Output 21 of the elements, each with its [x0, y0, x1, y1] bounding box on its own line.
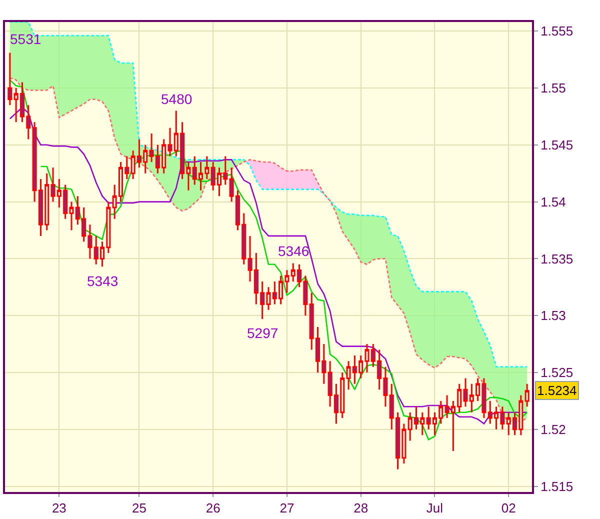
y-tick-label: 1.55: [540, 80, 566, 96]
y-tick-label: 1.53: [540, 308, 566, 324]
x-tick-label: Jul: [426, 500, 444, 516]
annotation: 5346: [278, 243, 310, 259]
x-tick-label: 26: [206, 500, 220, 516]
x-tick-label: 25: [132, 500, 146, 516]
candlestick: [524, 383, 530, 408]
text: 1.5234: [537, 383, 577, 398]
x-tick-label: 28: [354, 500, 368, 516]
y-tick-label: 1.555: [540, 24, 574, 39]
y-tick-label: 1.525: [540, 365, 574, 380]
x-tick-label: 27: [280, 500, 294, 516]
x-tick-label: 23: [52, 500, 66, 516]
x-tick-label: 02: [501, 500, 516, 516]
y-tick-label: 1.515: [540, 478, 574, 494]
y-tick-label: 1.545: [540, 137, 574, 152]
y-tick-label: 1.52: [540, 422, 566, 437]
annotation: 5343: [87, 273, 118, 289]
annotation: 5297: [247, 325, 278, 341]
y-tick-label: 1.535: [540, 251, 574, 266]
y-tick-label: 1.54: [540, 194, 566, 210]
